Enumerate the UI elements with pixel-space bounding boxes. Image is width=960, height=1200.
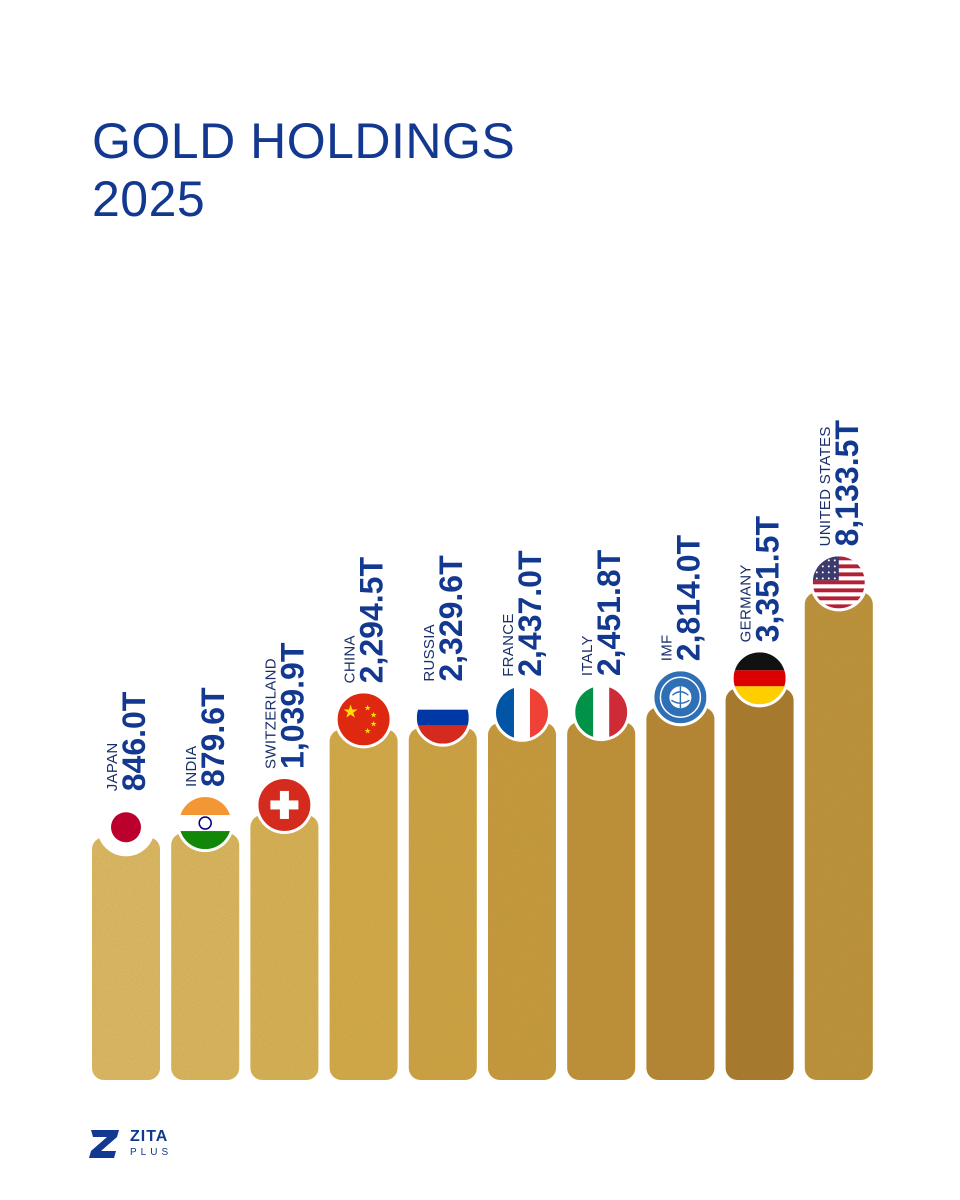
value-label-france: 2,437.0T [512,550,548,677]
country-label-switzerland: SWITZERLAND [262,658,279,769]
logo-name: ZITA [130,1128,169,1145]
svg-text:★: ★ [364,703,371,712]
country-label-russia: RUSSIA [421,624,438,682]
italy-flag-icon [572,683,631,742]
united-states-flag-icon [809,553,868,612]
france-flag-icon [493,683,551,742]
value-label-italy: 2,451.8T [591,549,627,676]
value-label-japan: 846.0T [116,691,152,791]
country-label-france: FRANCE [500,613,517,676]
svg-text:★: ★ [370,719,377,728]
germany-flag-icon [730,649,789,708]
svg-text:★: ★ [364,726,371,735]
bar-india [171,833,240,1080]
country-label-united-states: UNITED STATES [817,426,834,546]
value-label-imf: 2,814.0T [670,534,706,661]
bar-italy [567,722,636,1080]
value-label-india: 879.6T [195,687,231,787]
bar-russia [408,727,477,1080]
bar-imf [646,707,715,1080]
india-flag-icon [176,794,235,853]
value-label-switzerland: 1,039.9T [274,642,310,769]
value-label-russia: 2,329.6T [433,555,469,682]
country-label-india: INDIA [183,746,200,788]
bar-germany [725,688,794,1080]
svg-text:★: ★ [343,701,359,721]
value-label-germany: 3,351.5T [750,516,786,643]
country-label-japan: JAPAN [104,743,121,792]
logo-subtitle: PLUS [130,1147,173,1158]
svg-text:★: ★ [370,710,377,719]
bar-united-states [804,592,873,1080]
bar-france [488,722,556,1080]
switzerland-flag-icon [255,775,314,834]
title-line-2: 2025 [92,171,206,227]
zita-logo-icon [89,1130,119,1158]
value-label-united-states: 8,133.5T [829,420,865,547]
country-label-china: CHINA [342,635,359,683]
bar-japan [92,837,160,1080]
imf-logo-icon [651,668,710,727]
bar-switzerland [250,814,319,1080]
title-line-1: GOLD HOLDINGS [92,113,516,169]
country-label-imf: IMF [658,634,675,661]
japan-flag-icon [97,798,155,857]
bar-china [329,729,398,1080]
value-label-china: 2,294.5T [354,557,390,684]
country-label-italy: ITALY [579,635,596,676]
china-flag-icon: ★ ★★★★ [334,690,393,749]
russia-flag-icon [413,688,472,747]
chart-title: GOLD HOLDINGS 2025 [92,112,515,228]
zita-plus-logo: ZITA PLUS [88,1128,172,1160]
country-label-germany: GERMANY [738,564,755,642]
